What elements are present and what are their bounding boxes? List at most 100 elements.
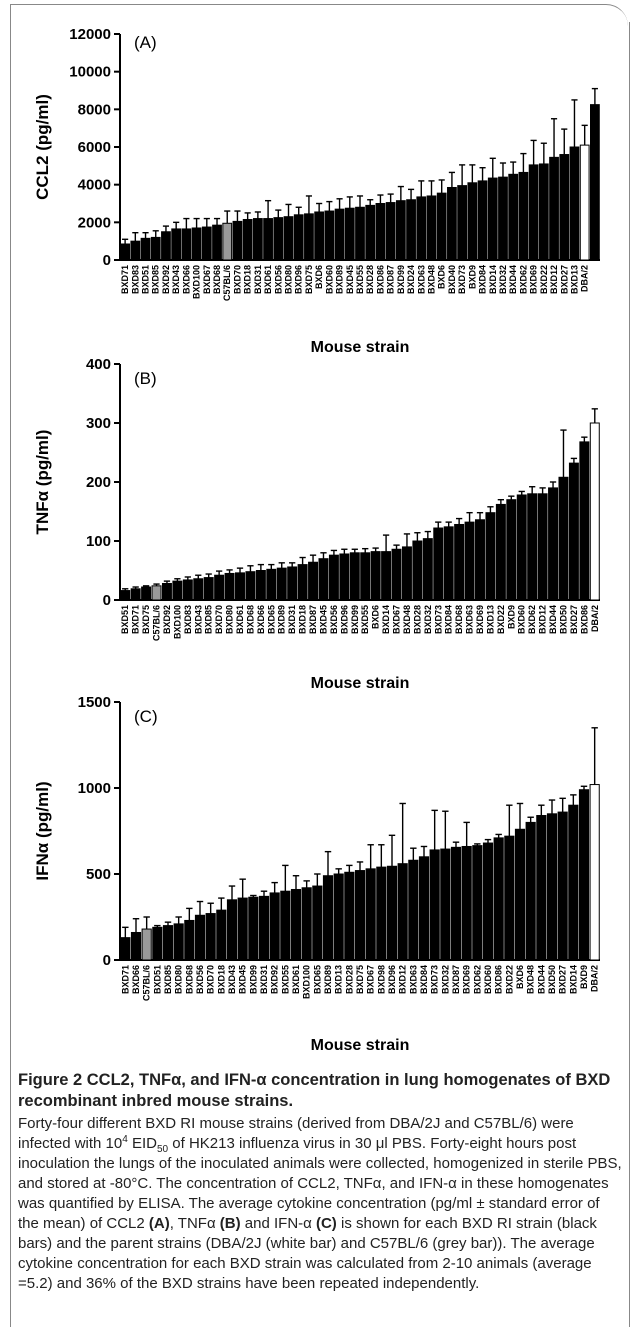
x-tick-label: BXD9 [579, 965, 589, 989]
bar [266, 568, 277, 601]
bar [290, 888, 302, 961]
x-tick-label: BXD31 [253, 265, 263, 294]
x-tick-label: BXD68 [184, 965, 194, 994]
x-tick-label: BXD13 [334, 965, 344, 994]
bar [579, 441, 590, 601]
caption-ref-c: (C) [315, 1215, 337, 1232]
x-tick-label: BXD48 [426, 265, 436, 294]
bar [161, 582, 172, 601]
bar [120, 590, 131, 601]
bar [498, 176, 508, 261]
x-tick-label: BXD9 [467, 265, 477, 289]
x-tick-label: C57BL/6 [222, 265, 232, 301]
x-axis-label: Mouse strain [311, 339, 410, 356]
x-tick-label: BXD56 [195, 965, 205, 994]
x-tick-label: BXD24 [406, 265, 416, 294]
bar [559, 154, 570, 261]
bar [370, 551, 381, 601]
x-tick-label: BXD99 [350, 605, 360, 634]
bar [558, 476, 569, 601]
x-tick-label: BXD67 [366, 965, 376, 994]
bar [263, 218, 273, 261]
bar [171, 228, 182, 261]
panel-label: (C) [134, 707, 158, 726]
bar [485, 512, 496, 601]
bar [120, 243, 130, 261]
x-tick-label: BXD22 [496, 605, 506, 634]
x-tick-label: BXD73 [457, 265, 467, 294]
x-tick-label: BXD44 [536, 965, 546, 994]
bar [518, 171, 529, 261]
bar [408, 859, 419, 961]
bar [293, 214, 304, 261]
x-tick-label: BXD70 [214, 605, 224, 634]
x-tick-label: BXD69 [475, 605, 485, 634]
x-tick-label: BXD85 [151, 265, 161, 294]
y-tick-label: 10000 [69, 64, 111, 81]
x-tick-label: BXD43 [227, 965, 237, 994]
bar [376, 866, 387, 961]
x-tick-label: BXD63 [408, 965, 418, 994]
bar [395, 200, 406, 261]
x-tick-label: BXD28 [365, 265, 375, 294]
x-tick-label: BXD50 [558, 605, 568, 634]
bar [226, 899, 238, 961]
x-tick-label: BXD68 [245, 605, 255, 634]
x-tick-label: BXD32 [440, 965, 450, 994]
x-tick-label: BXD62 [472, 965, 482, 994]
x-tick-label: BXD66 [256, 605, 266, 634]
y-tick-label: 1000 [78, 780, 111, 797]
bar [252, 218, 263, 261]
bar [141, 586, 152, 601]
x-tick-label: BXD56 [273, 265, 283, 294]
x-tick-label: BXD18 [298, 605, 308, 634]
x-tick-label: BXD71 [131, 605, 141, 634]
bar [569, 146, 580, 261]
x-tick-label: BXD43 [193, 605, 203, 634]
x-tick-label: BXD66 [181, 265, 191, 294]
x-axis-label: Mouse strain [311, 675, 410, 692]
bar [443, 526, 454, 601]
bar [450, 846, 462, 961]
x-tick-label: BXD48 [402, 605, 412, 634]
x-tick-label: BXD83 [183, 605, 193, 634]
x-tick-label: BXD84 [444, 605, 454, 634]
x-tick-label: BXD60 [517, 605, 527, 634]
caption-text-1: Forty-four different BXD RI mouse strain… [18, 1115, 574, 1152]
bar [201, 226, 212, 261]
caption-title: Figure 2 CCL2, TNFα, and IFN-α concentra… [18, 1071, 611, 1110]
x-tick-label: BXD32 [423, 605, 433, 634]
y-tick-label: 8000 [78, 101, 111, 118]
bar [579, 144, 590, 261]
x-tick-label: DBA/2 [590, 605, 600, 632]
bar [130, 588, 141, 601]
bar [365, 204, 376, 261]
bar [318, 558, 329, 601]
x-tick-label: BXD100 [192, 265, 202, 299]
y-tick-label: 500 [86, 866, 111, 883]
bar [322, 875, 334, 961]
bar [173, 923, 184, 961]
bar [191, 227, 202, 261]
chart-ifna: 0 500 1000 1500 (C) IFNα (pg/ml) BXD71 BXD66 C57… [33, 694, 600, 1054]
x-tick-label: BXD51 [120, 605, 130, 634]
bar [203, 577, 214, 601]
bar [312, 885, 323, 961]
bar [194, 914, 206, 961]
x-tick-label: BXD55 [360, 605, 370, 634]
x-tick-label: BXD96 [294, 265, 304, 294]
x-tick-label: BXD13 [569, 265, 579, 294]
bar [493, 837, 504, 961]
x-tick-label: BXD70 [232, 265, 242, 294]
bar [527, 493, 538, 601]
bar [245, 571, 256, 601]
x-tick-label: BXD22 [504, 965, 514, 994]
bar [237, 897, 248, 961]
x-tick-label: BXD100 [302, 965, 312, 999]
bar [214, 574, 225, 601]
x-tick-label: BXD12 [549, 265, 559, 294]
bar [385, 202, 396, 261]
figure-frame [10, 4, 628, 1327]
bar [205, 913, 216, 961]
bar [506, 499, 517, 601]
